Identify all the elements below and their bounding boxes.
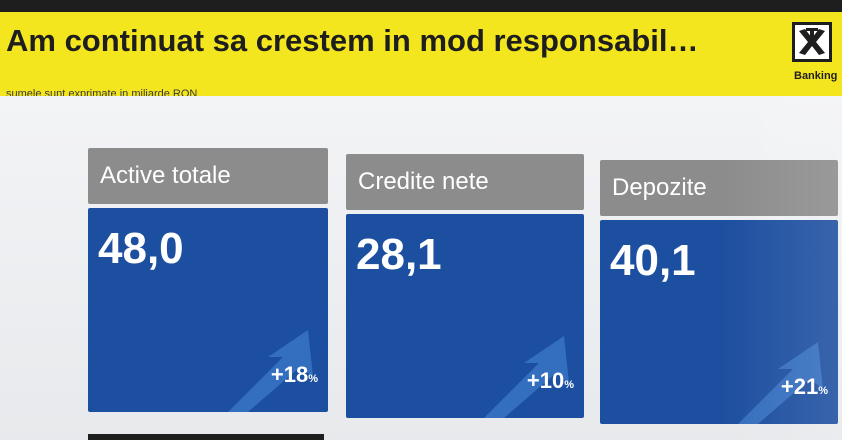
kpi-card-active-totale: Active totale 48,0 +18%	[88, 148, 328, 412]
kpi-card-value: 48,0	[98, 224, 184, 273]
kpi-card-label: Depozite	[612, 174, 707, 201]
growth-arrow-icon	[738, 342, 823, 424]
kpi-card-header: Depozite	[600, 160, 838, 216]
slide-header: Am continuat sa crestem in mod responsab…	[0, 12, 842, 100]
top-dark-strip	[0, 0, 842, 12]
kpi-card-credite-nete: Credite nete 28,1 +10%	[346, 154, 584, 418]
kpi-card-change: +21%	[780, 374, 828, 399]
kpi-card-label: Credite nete	[358, 168, 489, 195]
kpi-card-header: Credite nete	[346, 154, 584, 210]
kpi-card-depozite: Depozite 40,1 +21%	[600, 160, 838, 424]
kpi-card-body: 48,0 +18%	[88, 208, 328, 412]
raiffeisen-logo	[792, 22, 832, 62]
growth-arrow-icon	[484, 336, 569, 418]
kpi-card-value: 40,1	[610, 236, 696, 285]
growth-arrow-icon	[228, 330, 313, 412]
kpi-card-body: 28,1 +10%	[346, 214, 584, 418]
kpi-card-label: Active totale	[100, 162, 231, 189]
slide-title: Am continuat sa crestem in mod responsab…	[6, 23, 699, 58]
kpi-card-header: Active totale	[88, 148, 328, 204]
bottom-dark-strip	[88, 434, 324, 440]
kpi-card-value: 28,1	[356, 230, 442, 279]
raiffeisen-cross-icon	[799, 28, 825, 55]
kpi-card-body: 40,1 +21%	[600, 220, 838, 424]
kpi-card-change: +10%	[526, 368, 574, 393]
brand-name: Banking	[794, 70, 838, 82]
kpi-card-change: +18%	[270, 362, 318, 387]
